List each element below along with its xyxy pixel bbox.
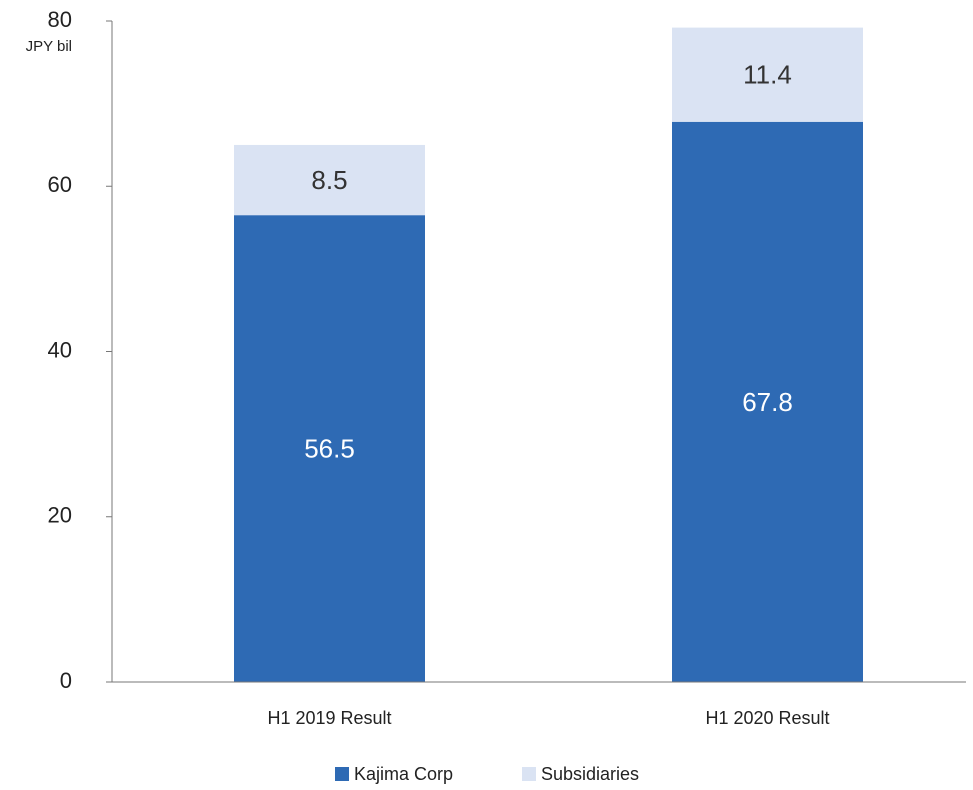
legend-swatch xyxy=(335,767,349,781)
bar-segment xyxy=(234,215,425,682)
bar-segment xyxy=(672,27,863,122)
data-label: 8.5 xyxy=(311,165,347,195)
legend-swatch xyxy=(522,767,536,781)
data-label: 11.4 xyxy=(743,60,792,90)
y-tick-label: 60 xyxy=(48,172,72,197)
legend-label: Kajima Corp xyxy=(354,764,453,784)
y-unit-label: JPY bil xyxy=(26,38,72,55)
data-label: 67.8 xyxy=(742,387,793,417)
legend-label: Subsidiaries xyxy=(541,764,639,784)
y-tick-label: 80 xyxy=(48,7,72,32)
y-tick-label: 0 xyxy=(60,668,72,693)
x-tick-label: H1 2020 Result xyxy=(705,708,829,728)
bar-segment xyxy=(672,121,863,683)
y-tick-label: 20 xyxy=(48,503,72,528)
bar-segment xyxy=(234,144,425,216)
data-label: 56.5 xyxy=(304,433,355,463)
y-tick-label: 40 xyxy=(48,337,72,362)
x-tick-label: H1 2019 Result xyxy=(267,708,391,728)
